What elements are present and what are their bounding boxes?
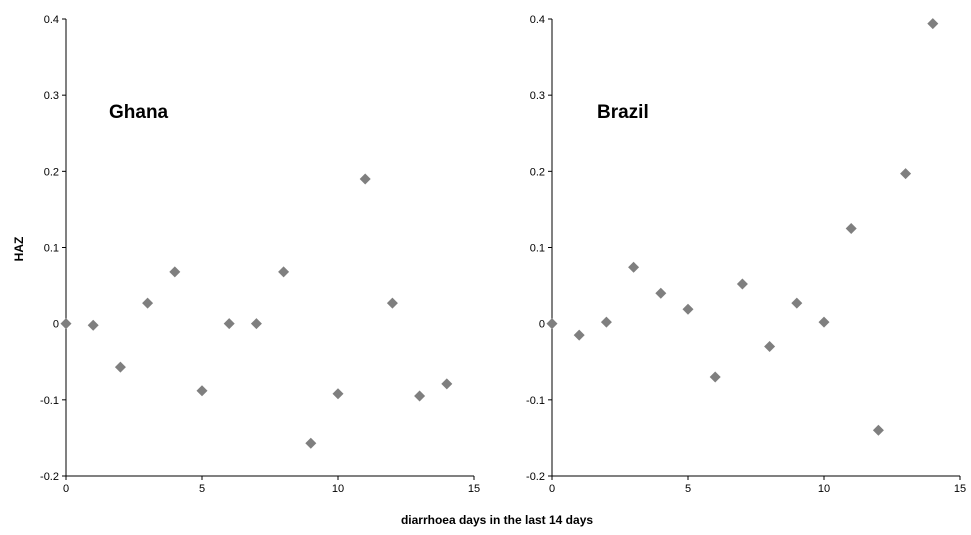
ghana-panel-title: Ghana [109,102,169,123]
ghana-y-tick-label: 0.1 [44,243,59,255]
brazil-data-point [682,303,694,315]
brazil-data-point [709,371,721,383]
ghana-x-tick-label: 5 [199,483,205,495]
ghana-y-tick-label: 0.4 [44,14,59,26]
brazil-y-tick-label: 0.4 [530,14,545,26]
ghana-x-tick-label: 15 [468,483,480,495]
ghana-x-tick-label: 10 [332,483,344,495]
ghana-data-point [305,437,317,449]
brazil-data-point [655,287,667,299]
ghana-y-tick-label: 0.3 [44,90,59,102]
brazil-data-point [818,316,830,328]
ghana-data-point [223,318,235,330]
ghana-data-point [386,297,398,309]
brazil-x-tick-label: 5 [685,483,691,495]
brazil-data-point [573,329,585,341]
ghana-data-point [60,318,72,330]
brazil-data-point [628,261,640,273]
brazil-data-point [764,341,776,353]
ghana-x-tick-label: 0 [63,483,69,495]
brazil-data-point [900,168,912,180]
ghana-data-point [332,388,344,400]
ghana-y-tick-label: 0.2 [44,166,59,178]
brazil-data-point [736,278,748,290]
brazil-panel-title: Brazil [597,102,649,123]
ghana-data-point [114,361,126,373]
brazil-y-tick-label: -0.2 [526,471,545,483]
brazil-y-tick-label: 0.2 [530,166,545,178]
brazil-data-point [872,424,884,436]
x-axis-title: diarrhoea days in the last 14 days [401,513,593,527]
brazil-x-tick-label: 10 [818,483,830,495]
brazil-y-tick-label: -0.1 [526,395,545,407]
brazil-data-point [845,222,857,234]
brazil-x-tick-label: 15 [954,483,966,495]
ghana-y-tick-label: -0.2 [40,471,59,483]
ghana-data-point [359,173,371,185]
brazil-y-tick-label: 0.3 [530,90,545,102]
ghana-data-point [278,266,290,278]
ghana-data-point [169,266,181,278]
ghana-data-point [414,390,426,402]
panel-ghana: -0.2 -0.1 0 0.1 0.2 0.3 0.4 0 5 10 15 Ghana [40,14,480,495]
ghana-data-point [250,318,262,330]
brazil-data-point [791,297,803,309]
ghana-y-tick-label: 0 [53,319,59,331]
brazil-data-point [600,316,612,328]
brazil-x-tick-label: 0 [549,483,555,495]
ghana-y-tick-label: -0.1 [40,395,59,407]
y-axis-title: HAZ [12,237,26,262]
ghana-data-point [87,319,99,331]
ghana-data-point [142,297,154,309]
brazil-data-point [546,318,558,330]
panel-brazil: -0.2 -0.1 0 0.1 0.2 0.3 0.4 0 5 10 15 Brazil [526,14,966,495]
ghana-data-point [196,385,208,397]
ghana-data-point [441,378,453,390]
brazil-data-point [927,18,939,30]
brazil-y-tick-label: 0.1 [530,243,545,255]
brazil-y-tick-label: 0 [539,319,545,331]
